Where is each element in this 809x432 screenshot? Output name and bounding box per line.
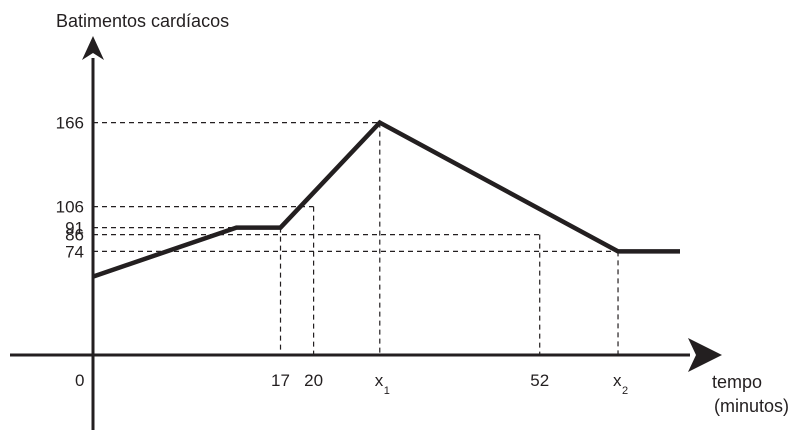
x-tick-label: x: [375, 371, 384, 390]
guide-lines: [93, 121, 619, 355]
y-axis-title: Batimentos cardíacos: [56, 11, 229, 31]
series-line-0: [92, 119, 680, 279]
axes: [10, 36, 722, 430]
y-tick-label: 106: [56, 198, 84, 217]
x-tick-subscript: 1: [384, 385, 390, 397]
x-axis-arrowhead: [688, 338, 722, 372]
x-axis-title-line1: tempo: [712, 372, 762, 392]
series-layer: [92, 119, 680, 279]
y-tick-label: 86: [65, 226, 84, 245]
x-tick-label: x: [613, 371, 622, 390]
origin-label: 0: [75, 371, 84, 390]
x-tick-label: 20: [304, 371, 323, 390]
labels-layer: Batimentos cardíacos tempo (minutos) 0 1…: [56, 11, 789, 416]
y-tick-label: 91: [65, 219, 84, 238]
x-axis-title-line2: (minutos): [714, 396, 789, 416]
y-tick-label: 74: [65, 242, 84, 261]
x-tick-label: 17: [271, 371, 290, 390]
x-tick-subscript: 2: [622, 385, 628, 397]
y-axis-arrowhead: [82, 36, 104, 60]
y-tick-label: 166: [56, 114, 84, 133]
x-tick-label: 52: [530, 371, 549, 390]
